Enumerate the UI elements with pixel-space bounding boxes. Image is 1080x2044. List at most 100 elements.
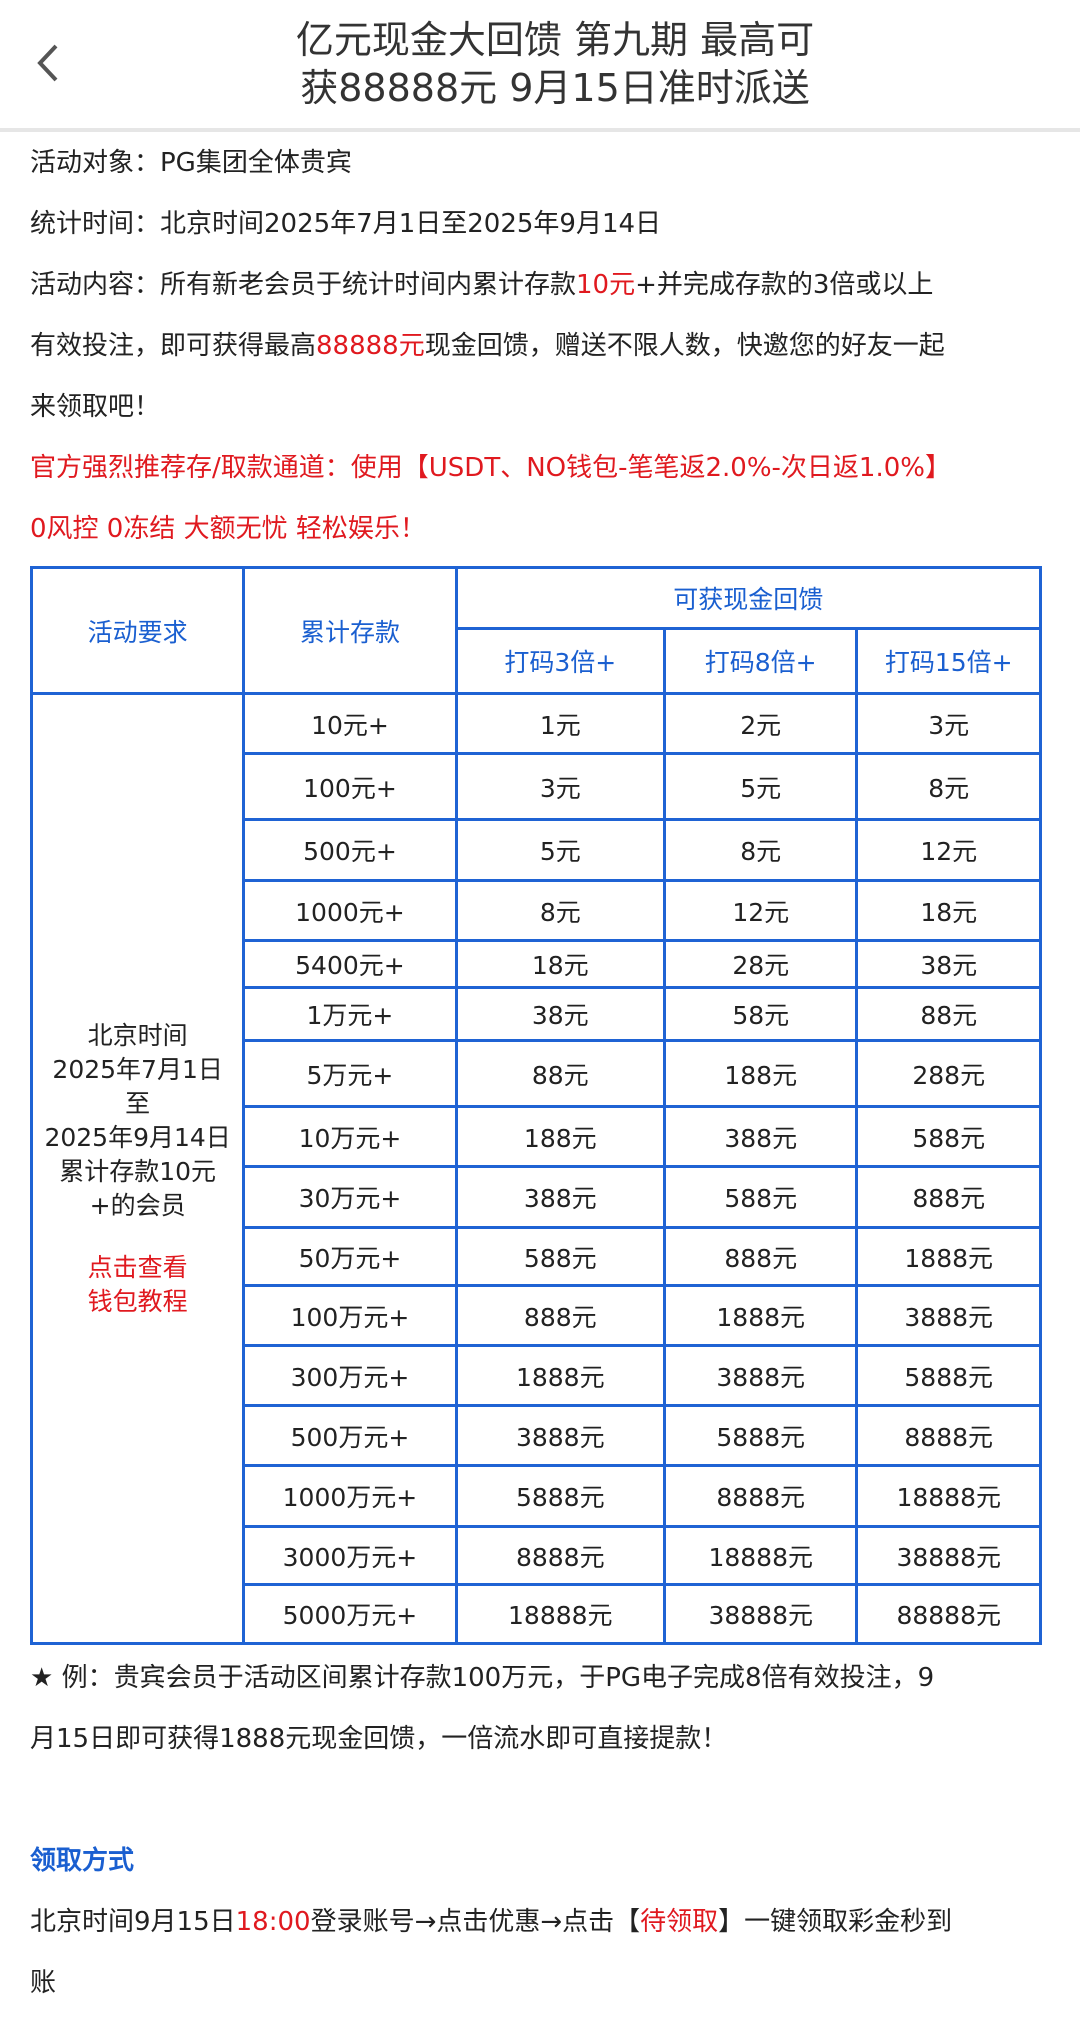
footer-section: ★ 例：贵宾会员于活动区间累计存款100万元，于PG电子完成8倍有效投注，9 月… [30, 1648, 1050, 2014]
reward-cell: 8元 [454, 879, 666, 942]
deposit-cell: 1万元+ [242, 986, 458, 1042]
content-part: +并完成存款的3倍或以上 [635, 270, 934, 300]
deposit-cell: 100万元+ [242, 1284, 458, 1347]
claim-part: 账 [30, 1968, 57, 1998]
reward-cell: 5888元 [662, 1404, 859, 1467]
deposit-cell: 5400元+ [242, 939, 458, 989]
reward-cell: 18元 [855, 879, 1042, 942]
reward-cell: 888元 [454, 1284, 666, 1347]
reward-cell: 18888元 [662, 1525, 859, 1586]
requirement-line: 北京时间 [87, 1020, 188, 1050]
max-reward-highlight: 88888元 [316, 331, 425, 361]
reward-cell: 88元 [855, 986, 1042, 1042]
requirement-line: 2025年7月1日 [52, 1054, 223, 1084]
wallet-tutorial-link[interactable]: 点击查看 [87, 1252, 188, 1282]
table-row: 5400元+ 18元 28元 38元 [32, 939, 1042, 989]
claim-part: 】一键领取彩金秒到 [718, 1907, 953, 1937]
deposit-cell: 5000万元+ [242, 1583, 458, 1645]
reward-cell: 38元 [855, 939, 1042, 989]
reward-cell: 38元 [454, 986, 666, 1042]
reward-cell: 8888元 [454, 1525, 666, 1586]
page-title: 亿元现金大回馈 第九期 最高可 获88888元 9月15日准时派送 [180, 16, 930, 112]
table-row: 500元+ 5元 8元 12元 [32, 818, 1042, 882]
reward-cell: 2元 [662, 692, 859, 755]
reward-cell: 5元 [662, 752, 859, 821]
claim-part: 北京时间9月15日 [30, 1907, 236, 1937]
title-line-2: 获88888元 9月15日准时派送 [300, 66, 810, 110]
reward-cell: 8888元 [662, 1464, 859, 1528]
reward-cell: 88元 [454, 1039, 666, 1108]
table-row: 北京时间 2025年7月1日至 2025年9月14日 累计存款10元 +的会员 点击查看钱… [29, 692, 1042, 1645]
reward-cell: 588元 [855, 1105, 1042, 1168]
reward-table: 活动要求 累计存款 可获现金回馈 打码3倍+ 打码8倍+ 打码15倍+ 北京时间… [29, 566, 1043, 1645]
requirement-cell: 北京时间 2025年7月1日至 2025年9月14日 累计存款10元 +的会员 点击查看钱… [29, 692, 246, 1645]
requirement-line: 累计存款10元 [59, 1156, 217, 1186]
reward-cell: 5888元 [855, 1344, 1042, 1407]
table-row: 500万元+ 3888元 5888元 8888元 [32, 1404, 1042, 1467]
reward-cell: 3888元 [855, 1284, 1042, 1347]
back-button[interactable] [30, 38, 80, 88]
claim-part: 登录账号→点击优惠→点击【 [310, 1907, 641, 1937]
reward-cell: 12元 [855, 818, 1042, 882]
claim-heading: 领取方式 [30, 1846, 135, 1876]
requirement-line: 2025年9月14日 [44, 1122, 231, 1152]
table-row: 300万元+ 1888元 3888元 5888元 [32, 1344, 1042, 1407]
reward-cell: 3888元 [454, 1404, 666, 1467]
deposit-cell: 500万元+ [242, 1404, 458, 1467]
reward-cell: 1888元 [855, 1226, 1042, 1287]
content-part: 来领取吧！ [30, 392, 161, 422]
deposit-cell: 1000元+ [242, 879, 458, 942]
table-row: 50万元+ 588元 888元 1888元 [32, 1226, 1042, 1287]
period-text: 统计时间：北京时间2025年7月1日至2025年9月14日 [30, 209, 662, 239]
header-requirement: 活动要求 [29, 566, 246, 695]
reward-cell: 8元 [662, 818, 859, 882]
deposit-cell: 30万元+ [242, 1165, 458, 1229]
reward-cell: 8元 [855, 752, 1042, 821]
reward-cell: 18888元 [855, 1464, 1042, 1528]
deposit-cell: 500元+ [242, 818, 458, 882]
reward-cell: 38888元 [855, 1525, 1042, 1586]
claim-text: 北京时间9月15日18:00登录账号→点击优惠→点击【待领取】一键领取彩金秒到账 [30, 1892, 1050, 2014]
reward-cell: 288元 [855, 1039, 1042, 1108]
header-cashback: 可获现金回馈 [454, 566, 1043, 630]
pending-label: 待领取 [640, 1907, 719, 1937]
deposit-cell: 50万元+ [242, 1226, 458, 1287]
reward-cell: 3元 [454, 752, 666, 821]
min-deposit-highlight: 10元 [576, 270, 636, 300]
content-text: 活动内容：所有新老会员于统计时间内累计存款10元+并完成存款的3倍或以上有效投注… [30, 255, 1050, 438]
reward-cell: 3888元 [662, 1344, 859, 1407]
title-line-1: 亿元现金大回馈 第九期 最高可 [295, 18, 815, 62]
reward-cell: 188元 [662, 1039, 859, 1108]
content-part: 有效投注，即可获得最高 [30, 331, 317, 361]
reward-cell: 888元 [662, 1226, 859, 1287]
chevron-left-icon [37, 44, 58, 82]
reward-cell: 1888元 [662, 1284, 859, 1347]
reward-cell: 888元 [855, 1165, 1042, 1229]
reward-cell: 388元 [662, 1105, 859, 1168]
header-tier: 打码15倍+ [855, 627, 1042, 695]
reward-cell: 588元 [662, 1165, 859, 1229]
reward-cell: 8888元 [855, 1404, 1042, 1467]
requirement-line: +的会员 [89, 1190, 186, 1220]
channel-text: 官方强烈推荐存/取款通道：使用【USDT、NO钱包-笔笔返2.0%-次日返1.0… [30, 453, 951, 483]
content-part: 活动内容：所有新老会员于统计时间内累计存款 [30, 270, 577, 300]
reward-cell: 38888元 [662, 1583, 859, 1645]
table-row: 3000万元+ 8888元 18888元 38888元 [32, 1525, 1042, 1586]
reward-cell: 3元 [855, 692, 1042, 755]
reward-cell: 18元 [454, 939, 666, 989]
table-row: 1000元+ 8元 12元 18元 [32, 879, 1042, 942]
slogan-text: 0风控 0冻结 大额无忧 轻松娱乐！ [30, 514, 426, 544]
table-row: 100万元+ 888元 1888元 3888元 [32, 1284, 1042, 1347]
example-line: 月15日即可获得1888元现金回馈，一倍流水即可直接提款！ [30, 1724, 728, 1754]
table-row: 10万元+ 188元 388元 588元 [32, 1105, 1042, 1168]
reward-cell: 388元 [454, 1165, 666, 1229]
reward-cell: 88888元 [855, 1583, 1042, 1645]
deposit-cell: 10万元+ [242, 1105, 458, 1168]
content-part: 现金回馈，赠送不限人数，快邀您的好友一起 [424, 331, 945, 361]
reward-cell: 28元 [662, 939, 859, 989]
deposit-cell: 100元+ [242, 752, 458, 821]
header-tier: 打码8倍+ [662, 627, 859, 695]
deposit-cell: 3000万元+ [242, 1525, 458, 1586]
example-line: ★ 例：贵宾会员于活动区间累计存款100万元，于PG电子完成8倍有效投注，9 [30, 1663, 935, 1693]
wallet-tutorial-link[interactable]: 钱包教程 [87, 1286, 188, 1316]
